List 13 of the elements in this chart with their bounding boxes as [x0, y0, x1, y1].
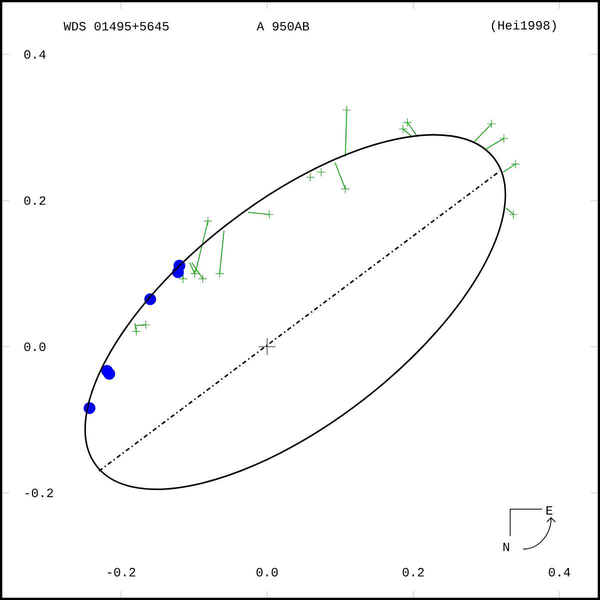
- y-tick-label: 0.2: [24, 196, 46, 205]
- y-tick-label: 0.0: [24, 342, 46, 352]
- text: WDS 01495+5645: [64, 22, 169, 31]
- x-tick-label: 0.0: [256, 568, 278, 576]
- annotation: N: [503, 542, 510, 552]
- x-tick-label: 0.2: [402, 568, 424, 576]
- annotation: (Hei1998): [492, 20, 556, 32]
- y-tick-label: -0.2: [26, 488, 53, 498]
- x-tick-label: -0.2: [108, 568, 136, 576]
- y-tick-label: 0.4: [24, 50, 46, 59]
- annotation: E: [546, 506, 552, 515]
- x-tick-label: 0.4: [548, 568, 570, 576]
- text: A 950AB: [256, 22, 310, 31]
